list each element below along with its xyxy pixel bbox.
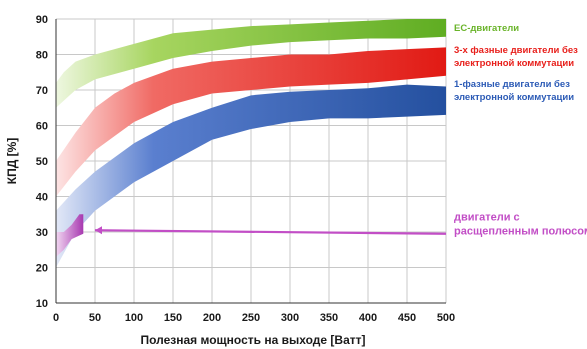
- band-three-phase-motors: [56, 47, 446, 197]
- y-tick-labels: 10 20 30 40 50 60 70 80 90: [36, 14, 48, 310]
- y-tick-label: 90: [36, 14, 48, 26]
- legend-label: расщепленным полюсом: [454, 225, 587, 237]
- x-tick-label: 150: [164, 312, 182, 324]
- x-tick-label: 350: [320, 312, 338, 324]
- shaded-pole-line: [94, 229, 447, 235]
- y-tick-label: 30: [36, 227, 48, 239]
- x-tick-label: 450: [398, 312, 416, 324]
- x-axis-title: Полезная мощность на выходе [Ватт]: [140, 333, 365, 347]
- x-tick-label: 200: [203, 312, 221, 324]
- legend-label: электронной коммутации: [454, 92, 574, 103]
- y-tick-label: 20: [36, 263, 48, 275]
- y-tick-label: 70: [36, 85, 48, 97]
- x-tick-label: 100: [125, 312, 143, 324]
- x-tick-label: 400: [359, 312, 377, 324]
- band-single-phase-motors: [56, 84, 446, 268]
- band-shaded-pole-motors: [56, 214, 84, 257]
- y-tick-label: 80: [36, 50, 48, 62]
- x-tick-label: 50: [89, 312, 101, 324]
- y-tick-label: 50: [36, 156, 48, 168]
- x-tick-label: 250: [242, 312, 260, 324]
- y-tick-label: 40: [36, 192, 48, 204]
- x-tick-label: 0: [53, 312, 59, 324]
- shaded-pole-arrow: [95, 226, 102, 235]
- legend-label: EC-двигатели: [454, 23, 519, 34]
- legend: EC-двигатели 3-х фазные двигатели без элек…: [454, 23, 587, 237]
- y-axis-title: КПД [%]: [5, 138, 19, 185]
- efficiency-bands: [56, 19, 447, 268]
- band-ec-motors: [56, 19, 446, 108]
- y-tick-label: 60: [36, 121, 48, 133]
- y-tick-label: 10: [36, 298, 48, 310]
- axes: [55, 19, 446, 304]
- legend-label: электронной коммутации: [454, 58, 574, 69]
- x-tick-label: 300: [281, 312, 299, 324]
- x-tick-label: 500: [437, 312, 455, 324]
- legend-label: 1-фазные двигатели без: [454, 79, 570, 90]
- legend-label: 3-х фазные двигатели без: [454, 45, 578, 56]
- x-tick-labels: 0 50 100 150 200 250 300 350 400 450 500: [53, 312, 455, 324]
- legend-label: двигатели с: [454, 211, 520, 223]
